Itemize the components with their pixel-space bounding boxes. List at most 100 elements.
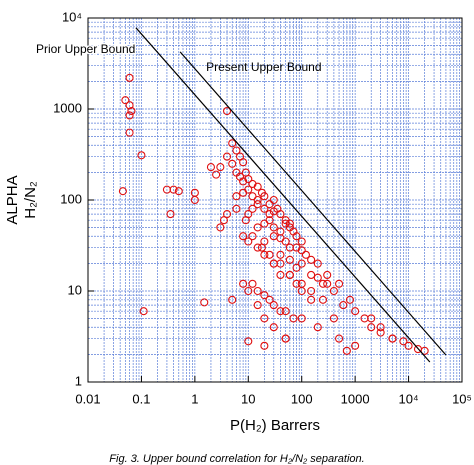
point	[307, 270, 316, 280]
point	[212, 170, 221, 179]
point	[206, 163, 215, 172]
point	[342, 346, 351, 355]
point	[239, 232, 248, 241]
point	[399, 337, 408, 346]
x-tick-label: 10	[241, 391, 255, 406]
point	[265, 250, 274, 259]
point	[276, 210, 285, 219]
y-axis-title: H₂/N₂	[22, 181, 39, 219]
bound-line	[179, 51, 447, 356]
y-tick-label: 1	[75, 373, 82, 388]
point	[318, 295, 328, 304]
y-tick-label: 10⁴	[62, 9, 82, 24]
point	[285, 219, 294, 228]
x-axis-title: P(H₂) Barrers	[230, 417, 320, 434]
point	[244, 286, 253, 296]
point	[367, 323, 376, 332]
point	[301, 250, 310, 259]
point	[232, 192, 241, 201]
point	[222, 210, 232, 219]
x-tick-label: 0.1	[132, 391, 150, 406]
point	[329, 314, 338, 323]
point	[297, 246, 306, 255]
point	[260, 341, 269, 350]
point	[228, 139, 237, 148]
point	[216, 223, 225, 232]
point	[174, 187, 183, 196]
y-axis-title: ALPHA	[4, 175, 21, 224]
point	[127, 106, 136, 116]
point	[253, 286, 262, 296]
point	[367, 314, 376, 323]
point	[276, 250, 285, 259]
point	[228, 295, 237, 304]
y-tick-label: 100	[60, 191, 82, 206]
point	[269, 323, 278, 332]
point	[121, 96, 130, 105]
point	[232, 204, 241, 213]
bound-line	[135, 27, 431, 363]
point	[248, 192, 257, 201]
point	[125, 101, 134, 110]
point	[323, 270, 332, 280]
point	[318, 279, 328, 288]
point	[376, 323, 385, 332]
point	[265, 210, 274, 219]
point	[420, 346, 429, 355]
point	[339, 301, 348, 310]
point	[297, 314, 306, 323]
point	[257, 243, 266, 252]
point	[292, 279, 301, 288]
point	[281, 237, 290, 246]
point	[248, 279, 257, 288]
point	[285, 270, 294, 280]
point	[276, 307, 285, 316]
point	[260, 250, 269, 259]
point	[307, 295, 316, 304]
point	[281, 334, 290, 343]
point	[404, 341, 413, 350]
x-tick-label: 10⁵	[452, 391, 472, 406]
point	[253, 223, 262, 232]
point	[244, 337, 253, 346]
point	[253, 243, 262, 252]
point	[253, 301, 262, 310]
point	[137, 151, 146, 160]
point	[276, 259, 285, 268]
point	[244, 174, 253, 184]
point	[329, 286, 338, 296]
point	[222, 106, 232, 116]
point	[313, 259, 322, 268]
point	[297, 237, 306, 246]
annotation: Prior Upper Bound	[36, 42, 135, 56]
point	[345, 295, 355, 304]
point	[248, 232, 257, 241]
point	[253, 195, 262, 205]
x-tick-label: 100	[291, 391, 313, 406]
point	[244, 237, 253, 246]
point	[162, 185, 171, 194]
point	[265, 295, 274, 304]
point	[125, 128, 134, 137]
y-tick-label: 10	[68, 282, 82, 297]
point	[335, 334, 344, 343]
point	[244, 185, 253, 194]
point	[216, 163, 225, 172]
x-tick-label: 1	[191, 391, 198, 406]
y-tick-label: 1000	[53, 100, 82, 115]
point	[125, 73, 134, 82]
point	[228, 159, 237, 168]
point	[200, 298, 209, 307]
x-tick-label: 10⁴	[399, 391, 419, 406]
point	[166, 210, 175, 219]
point	[139, 307, 148, 316]
point	[265, 200, 274, 209]
point	[281, 307, 290, 316]
plot-frame	[87, 17, 463, 383]
point	[253, 182, 262, 191]
point	[323, 279, 332, 288]
point	[276, 270, 285, 280]
point	[118, 187, 127, 196]
point	[292, 263, 301, 272]
